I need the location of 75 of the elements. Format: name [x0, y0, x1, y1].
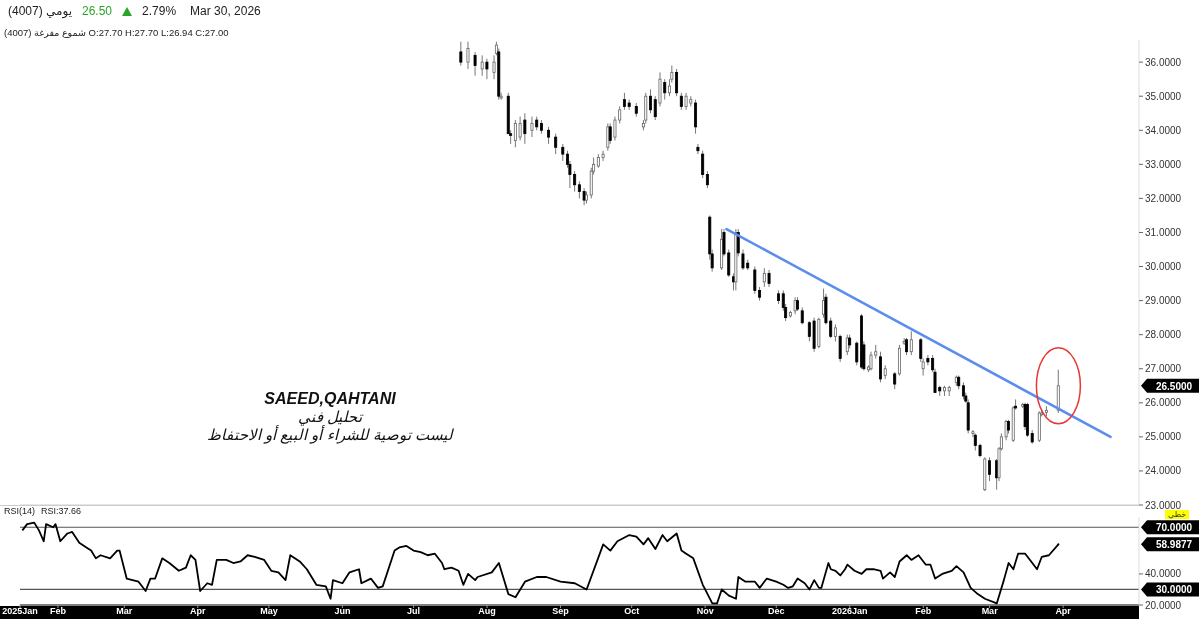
x-tick-label: 2025Jan [2, 606, 38, 616]
candlestick [554, 133, 558, 155]
x-tick-label: Feb [915, 606, 932, 616]
candlestick [480, 54, 484, 77]
candlestick [694, 99, 698, 135]
y-tick-label: 31.0000 [1145, 227, 1182, 239]
text: 26.50 [82, 4, 113, 18]
candlestick [658, 71, 662, 107]
x-tick-label: Oct [624, 606, 640, 616]
candlestick [855, 340, 859, 366]
x-tick-label: Jun [334, 606, 351, 616]
x-tick-label: Feb [49, 606, 67, 616]
x-tick-label: Jul [407, 606, 421, 616]
x-tick-label: Apr [190, 606, 207, 616]
candlestick [485, 58, 489, 80]
y-tick-label: 40.0000 [1145, 568, 1182, 580]
ref-line-label: 70.0000 [1155, 522, 1193, 534]
x-tick-label: Mar [116, 606, 133, 616]
candlestick [909, 330, 913, 356]
annotation: SAEED,QAHTANI [263, 390, 397, 408]
chart-subtitle: RSI:37.66 [41, 506, 82, 516]
candlestick [696, 143, 700, 155]
y-tick-label: 26.0000 [1145, 397, 1182, 409]
candlestick [926, 354, 930, 366]
candlestick [518, 116, 522, 141]
x-tick-label: Aug [478, 606, 496, 616]
annotation: ليست توصية للشراء أو البيع أو الاحتفاظ [206, 426, 455, 444]
candlestick [530, 116, 534, 138]
candlestick [459, 41, 463, 67]
annotation: تحليل فني [296, 408, 365, 426]
x-tick-label: Mar [981, 606, 999, 616]
y-tick-label: 23.0000 [1145, 499, 1182, 511]
text: خطي [1165, 510, 1190, 519]
y-tick-label: 32.0000 [1145, 192, 1182, 204]
y-tick-label: 36.0000 [1145, 56, 1182, 68]
candlestick [879, 351, 882, 383]
candlestick [753, 266, 757, 295]
candlestick [466, 41, 470, 70]
y-tick-label: 25.0000 [1145, 431, 1182, 443]
candlestick [762, 267, 766, 288]
y-tick-label: 28.0000 [1145, 329, 1182, 341]
x-tick-label: Nov [696, 606, 714, 616]
y-tick-label: 24.0000 [1145, 465, 1182, 477]
candlestick [473, 51, 477, 77]
chart-title: RSI(14) [4, 506, 36, 516]
candlestick [608, 122, 612, 145]
x-tick-label: Sep [552, 606, 570, 616]
candlestick [492, 54, 496, 80]
candlestick [606, 122, 610, 152]
x-tick-label: Apr [1055, 606, 1072, 616]
candlestick [663, 78, 667, 101]
y-tick-label: 35.0000 [1145, 90, 1182, 102]
text: Mar 30, 2026 [190, 4, 261, 18]
candlestick [675, 68, 679, 97]
candlestick [838, 334, 842, 363]
candlestick [988, 456, 991, 482]
y-tick-label: 27.0000 [1145, 363, 1182, 375]
x-tick-label: May [260, 606, 278, 616]
candlestick [701, 150, 705, 179]
text: 2.79% [142, 4, 177, 18]
y-tick-label: 20.0000 [1145, 599, 1182, 611]
text: 26.5000 [1155, 380, 1193, 392]
candlestick [649, 88, 652, 114]
y-tick-label: 34.0000 [1145, 124, 1182, 136]
y-tick-label: 29.0000 [1145, 295, 1182, 307]
chart-title: (4007) يومي [8, 4, 72, 18]
ref-line-label: 30.0000 [1155, 584, 1193, 596]
text: 58.9877 [1155, 539, 1193, 551]
y-tick-label: 30.0000 [1145, 261, 1182, 273]
candlestick [523, 112, 527, 145]
x-tick-label: Dec [768, 606, 785, 616]
y-tick-label: 33.0000 [1145, 158, 1182, 170]
x-tick-label: 2026Jan [832, 606, 868, 616]
candlestick [653, 95, 657, 121]
chart-subtitle: (4007) شموع مفرغة O:27.70 H:27.70 L:26.94 C:27.00 [4, 27, 229, 38]
